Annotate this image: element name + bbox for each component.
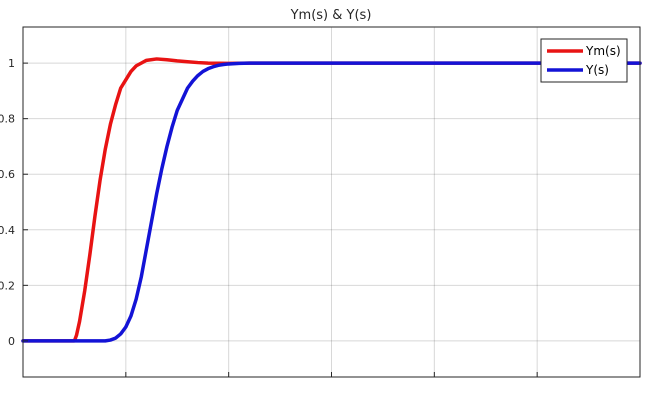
series-layer xyxy=(21,57,642,343)
series-line-y xyxy=(21,61,642,343)
legend-label: Ym(s) xyxy=(585,44,621,58)
chart-title: Ym(s) & Y(s) xyxy=(290,8,372,23)
y-tick-label: 0.8 xyxy=(0,113,15,126)
legend-label: Y(s) xyxy=(585,63,609,77)
legend-box xyxy=(540,38,628,83)
series-line-ym xyxy=(21,57,642,343)
legend: Ym(s) Y(s) xyxy=(540,38,628,83)
y-axis-ticks: 0 0.2 0.4 0.6 0.8 1 xyxy=(0,57,641,377)
plot-area xyxy=(23,27,640,377)
y-tick-label: 1 xyxy=(8,57,15,70)
y-tick-label: 0 xyxy=(8,335,15,348)
y-tick-label: 0.6 xyxy=(0,168,15,181)
y-tick-label: 0.4 xyxy=(0,224,15,237)
y-tick-label: 0.2 xyxy=(0,279,15,292)
